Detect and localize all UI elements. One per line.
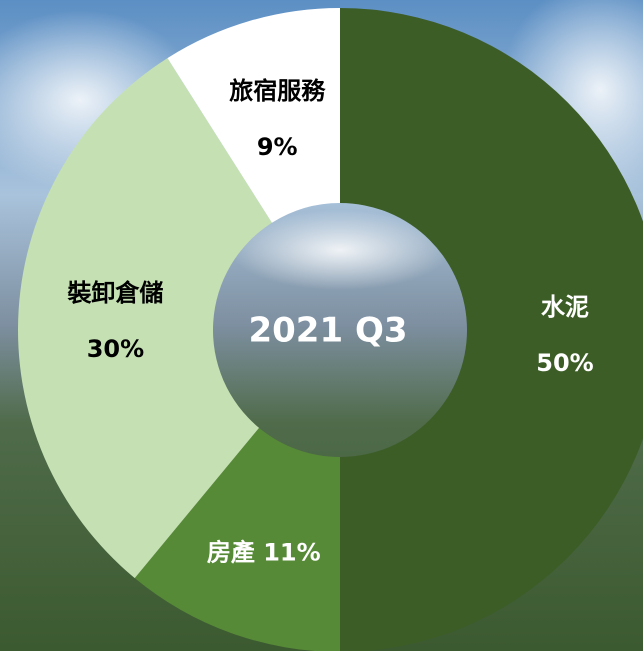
- cloud: [230, 210, 450, 290]
- category-label: 裝卸倉儲: [66, 279, 163, 307]
- slice: [134, 427, 340, 651]
- category-label: 旅宿服務: [229, 77, 326, 105]
- slice: [167, 8, 340, 223]
- category-label: 房產: [207, 539, 255, 567]
- value-label: 30%: [87, 335, 144, 363]
- slice: [340, 8, 643, 651]
- category-label: 水泥: [541, 293, 589, 321]
- value-label: 50%: [536, 349, 593, 377]
- value-label: 11%: [263, 539, 320, 567]
- donut: [17, 8, 643, 651]
- value-label: 9%: [257, 133, 298, 161]
- chart-title: 2021 Q3: [248, 311, 407, 351]
- slice: [17, 58, 272, 579]
- slice-label: 房產 11%: [207, 539, 321, 567]
